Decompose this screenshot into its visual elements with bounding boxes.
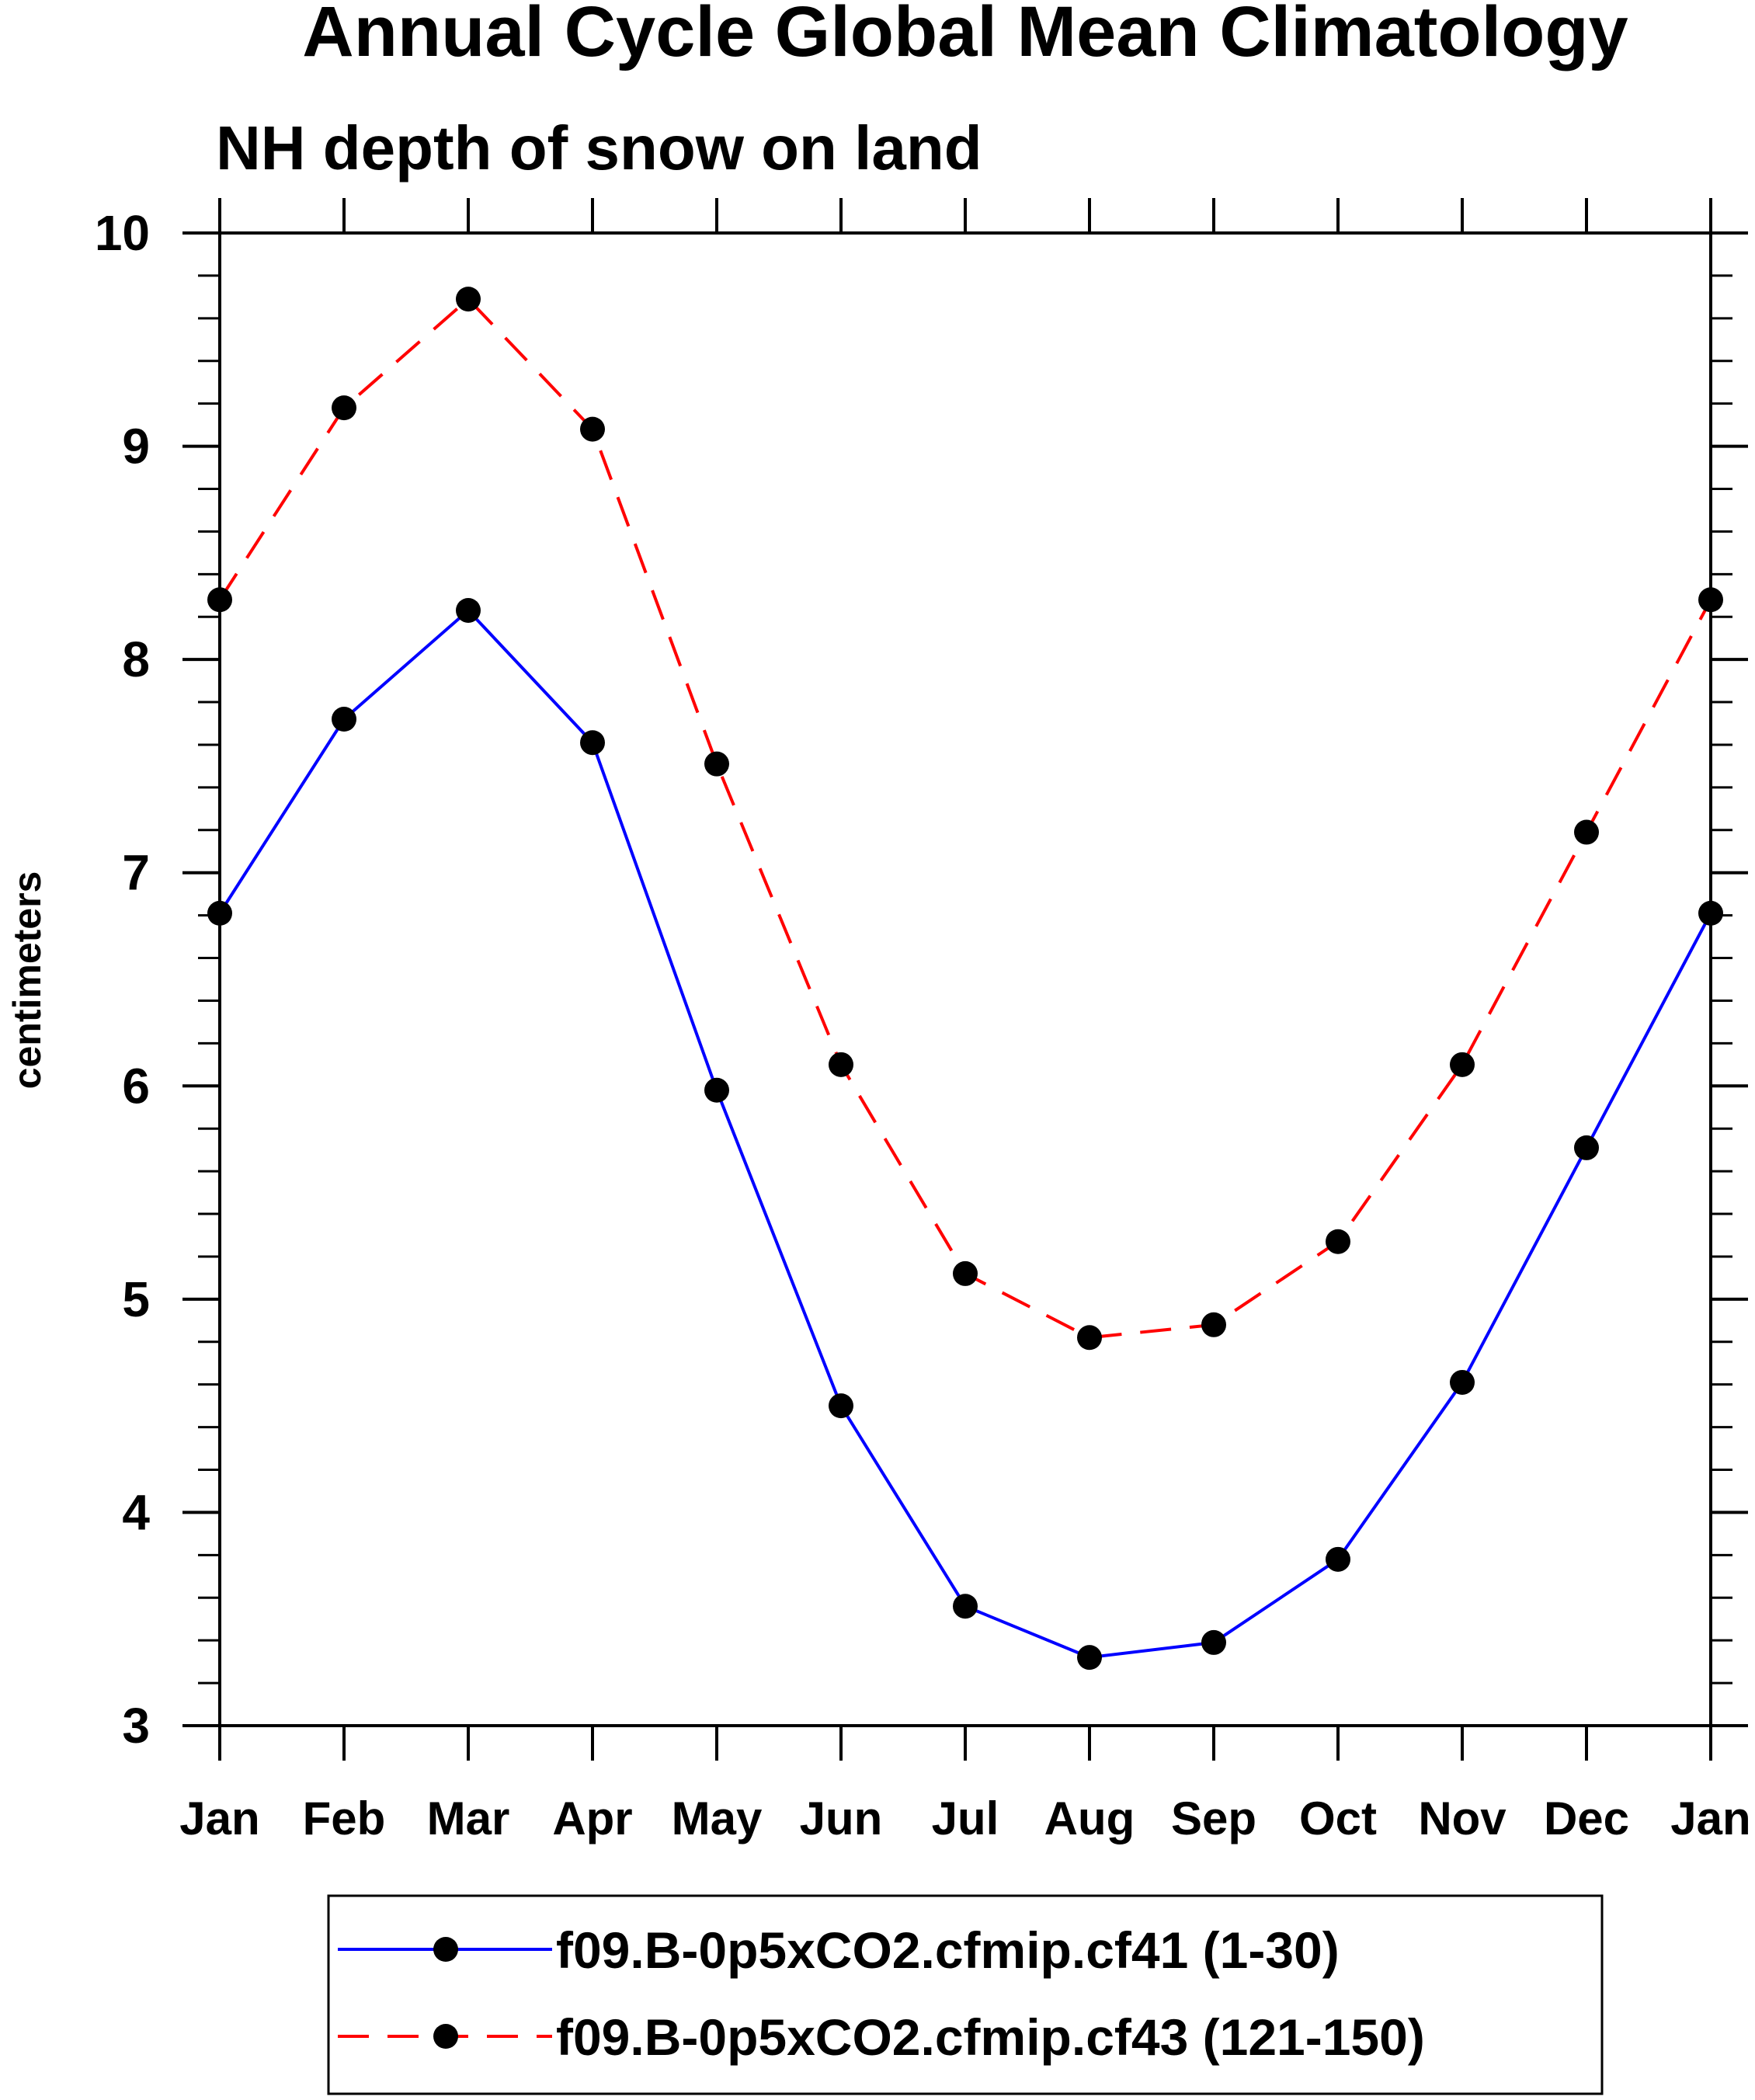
x-tick-label: Jan (1670, 1792, 1750, 1844)
legend-marker (433, 1937, 458, 1962)
data-point (953, 1594, 978, 1619)
series-line-2 (218, 297, 1712, 1340)
y-tick-label: 9 (122, 419, 150, 475)
legend-label: f09.B-0p5xCO2.cfmip.cf43 (121-150) (556, 2008, 1425, 2066)
data-point (704, 1077, 729, 1103)
data-point (580, 730, 605, 756)
data-point (1326, 1229, 1350, 1254)
x-tick-label: May (672, 1792, 763, 1844)
x-tick-label: Aug (1044, 1792, 1135, 1844)
x-tick-label: Mar (427, 1792, 510, 1844)
series-line-1 (218, 608, 1712, 1660)
legend-marker (433, 2024, 458, 2049)
legend: f09.B-0p5xCO2.cfmip.cf41 (1-30) f09.B-0p5… (327, 1894, 1604, 2095)
data-point (332, 707, 356, 732)
legend-label: f09.B-0p5xCO2.cfmip.cf41 (1-30) (556, 1921, 1340, 1979)
y-tick-label: 6 (122, 1058, 150, 1114)
data-point (1201, 1312, 1226, 1337)
chart-title: Annual Cycle Global Mean Climatology (302, 0, 1628, 71)
data-point (207, 587, 232, 613)
x-tick-label: Apr (552, 1792, 632, 1844)
data-point (580, 416, 605, 442)
legend-box (327, 1894, 1604, 2095)
data-point (829, 1052, 853, 1077)
x-tick-label: Jan (179, 1792, 259, 1844)
data-point (207, 900, 232, 926)
chart-subtitle: NH depth of snow on land (216, 113, 982, 183)
y-tick-label: 8 (122, 631, 150, 687)
y-tick-label: 3 (122, 1698, 150, 1754)
y-axis-label: centimeters (5, 871, 49, 1090)
y-tick-label: 5 (122, 1271, 150, 1327)
data-point (1450, 1369, 1475, 1395)
y-tick-label: 4 (122, 1484, 150, 1540)
y-tick-label: 7 (122, 845, 150, 901)
x-tick-label: Feb (303, 1792, 386, 1844)
data-point (953, 1260, 978, 1286)
y-tick-label: 10 (95, 205, 150, 261)
x-tick-label: Oct (1299, 1792, 1377, 1844)
x-tick-label: Jul (932, 1792, 999, 1844)
plot-frame (218, 231, 1712, 1727)
x-tick-label: Dec (1544, 1792, 1629, 1844)
data-point (1698, 900, 1723, 926)
data-point (1698, 587, 1723, 613)
data-point (456, 597, 481, 623)
data-point (1077, 1325, 1102, 1351)
data-point (332, 395, 356, 421)
x-tick-label: Jun (800, 1792, 883, 1844)
x-tick-label: Sep (1171, 1792, 1256, 1844)
axes: Jan Feb Mar Apr May Jun Jul Aug Sep Oct Nov Dec Jan 3… (95, 198, 1751, 1844)
data-point (456, 287, 481, 312)
data-point (1201, 1629, 1226, 1655)
data-point (829, 1393, 853, 1419)
data-point (1077, 1645, 1102, 1671)
x-tick-label: Nov (1418, 1792, 1507, 1844)
data-point (1574, 1135, 1599, 1160)
data-point (704, 751, 729, 777)
data-point (1574, 819, 1599, 845)
series-group (207, 287, 1723, 1671)
data-point (1326, 1546, 1350, 1572)
data-point (1450, 1052, 1475, 1077)
